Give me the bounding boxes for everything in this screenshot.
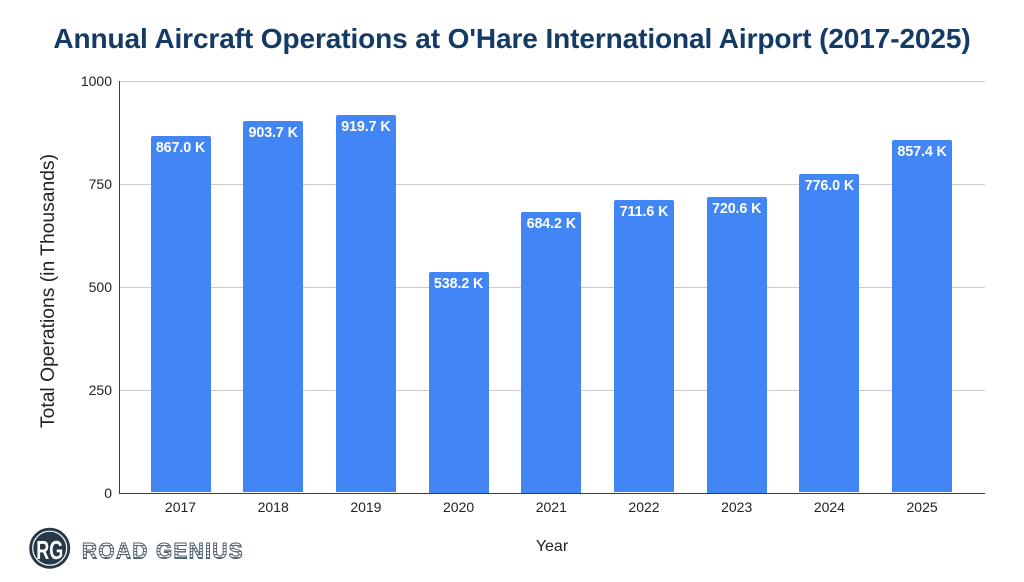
- svg-text:ROAD GENIUS: ROAD GENIUS: [82, 539, 244, 564]
- svg-text:RG: RG: [36, 535, 63, 565]
